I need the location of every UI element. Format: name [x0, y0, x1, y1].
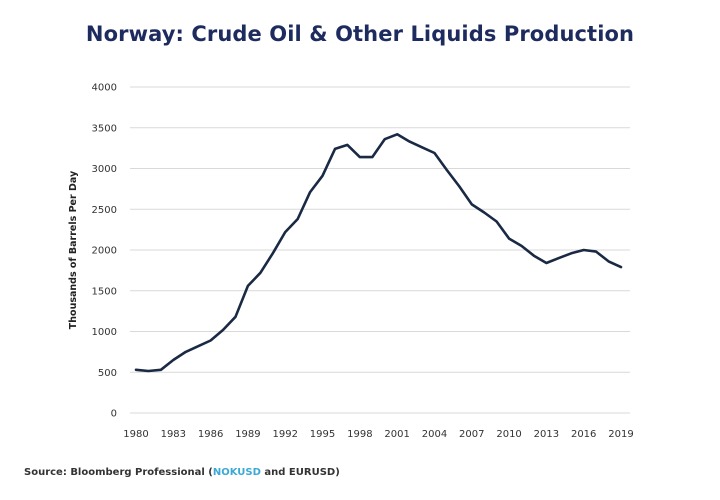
x-tick-label: 2004 — [422, 429, 447, 440]
nokusd-link[interactable]: NOKUSD — [212, 467, 261, 478]
y-tick-label: 2000 — [92, 246, 117, 257]
x-tick-label: 1998 — [347, 429, 372, 440]
source-suffix: and EURUSD) — [260, 467, 340, 478]
x-tick-label: 2013 — [534, 429, 559, 440]
y-tick-label: 3000 — [92, 164, 117, 175]
x-tick-label: 1989 — [235, 429, 260, 440]
source-note: Source: Bloomberg Professional (NOKUSD a… — [24, 467, 340, 478]
x-tick-label: 2016 — [571, 429, 596, 440]
y-axis-label: Thousands of Barrels Per Day — [68, 170, 79, 329]
x-tick-label: 1980 — [123, 429, 148, 440]
source-prefix: Source: Bloomberg Professional ( — [24, 467, 213, 478]
y-tick-label: 4000 — [92, 83, 117, 94]
y-tick-label: 2500 — [92, 205, 117, 216]
x-tick-label: 2019 — [608, 429, 633, 440]
series-line — [134, 133, 623, 373]
chart-title: Norway: Crude Oil & Other Liquids Produc… — [85, 22, 635, 46]
x-tick-label: 2010 — [496, 429, 521, 440]
x-tick-label: 1992 — [273, 429, 298, 440]
y-tick-label: 3500 — [92, 123, 117, 134]
x-tick-label: 2001 — [384, 429, 409, 440]
x-tick-label: 2007 — [459, 429, 484, 440]
x-tick-label: 1983 — [161, 429, 186, 440]
series-group — [134, 133, 623, 373]
x-axis-ticks: 1980 1983 1986 1989 1992 1995 1998 2001 2004 2007… — [123, 429, 633, 440]
gridlines — [130, 86, 630, 414]
y-axis-ticks: 0 500 1000 1500 2000 2500 3000 3500 4000 — [92, 83, 117, 420]
x-tick-label: 1995 — [310, 429, 335, 440]
y-tick-label: 0 — [111, 409, 117, 420]
x-tick-label: 1986 — [198, 429, 223, 440]
y-tick-label: 500 — [98, 368, 117, 379]
y-tick-label: 1500 — [92, 286, 117, 297]
y-tick-label: 1000 — [92, 327, 117, 338]
